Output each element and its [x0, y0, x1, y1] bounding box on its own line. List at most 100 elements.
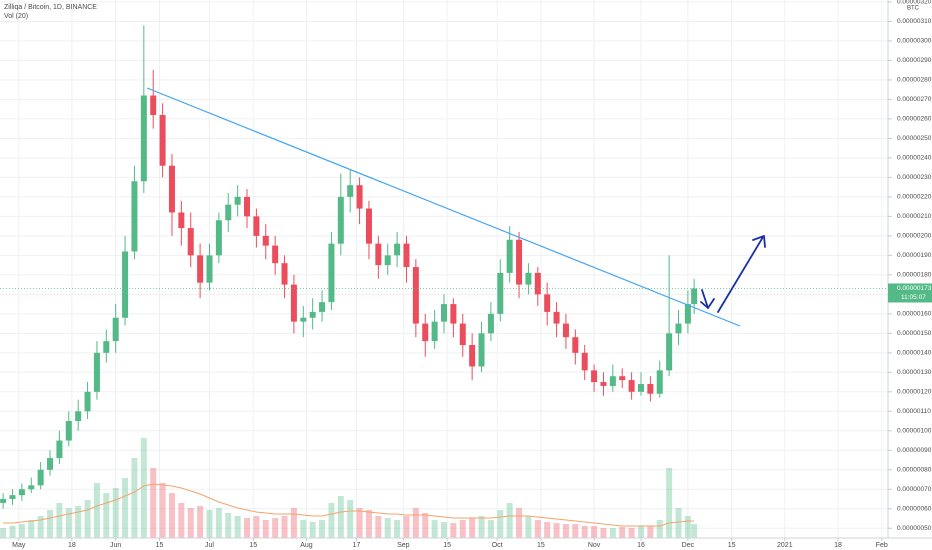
- volume-bar: [206, 510, 213, 538]
- volume-bar: [619, 527, 626, 538]
- y-tick-label: 0.00000320: [897, 0, 932, 6]
- candle-body: [656, 370, 663, 394]
- candle-body: [122, 251, 129, 318]
- x-tick-label: Nov: [588, 542, 601, 549]
- volume-bar: [628, 528, 635, 538]
- candle-body: [684, 304, 691, 324]
- y-tick-label: 0.00000300: [897, 38, 932, 45]
- candle-body: [459, 323, 466, 346]
- volume-bar: [18, 524, 25, 538]
- volume-bar: [103, 493, 110, 538]
- candle-body: [168, 165, 175, 213]
- volume-bar: [272, 518, 279, 538]
- y-tick-label: 0.00000270: [897, 96, 932, 103]
- candle-body: [375, 243, 382, 266]
- candle-body: [262, 235, 269, 246]
- volume-bar: [159, 483, 166, 538]
- volume-bar: [9, 526, 16, 538]
- y-tick-label: 0.00000130: [897, 369, 932, 376]
- candle-body: [244, 196, 251, 217]
- y-tick-label: 0.00000160: [897, 311, 932, 318]
- candle-body: [506, 239, 513, 273]
- volume-bar: [478, 516, 485, 538]
- y-unit: BTC: [907, 6, 920, 12]
- volume-bar: [56, 503, 63, 538]
- candle-body: [403, 243, 410, 268]
- x-tick-label: Jul: [205, 542, 214, 549]
- candle-body: [56, 440, 63, 459]
- volume-bar: [441, 522, 447, 538]
- y-tick-label: 0.00000210: [897, 213, 932, 220]
- candle-body: [178, 212, 185, 229]
- volume-bar: [319, 520, 326, 538]
- y-tick-label: 0.00000080: [897, 466, 932, 473]
- candle-body: [159, 115, 166, 166]
- x-tick-label: Feb: [876, 542, 888, 549]
- candle-body: [450, 304, 457, 324]
- volume-bar: [47, 510, 54, 538]
- volume-bar: [516, 508, 523, 538]
- volume-bar: [684, 516, 691, 538]
- candle-body: [516, 239, 523, 285]
- candle-body: [0, 499, 7, 503]
- volume-bar: [497, 510, 504, 538]
- volume-bar: [131, 458, 138, 538]
- volume-bar: [412, 508, 419, 538]
- volume-bar: [215, 508, 222, 538]
- x-tick-label: May: [12, 542, 26, 549]
- y-tick-label: 0.00000200: [897, 233, 932, 240]
- candle-body: [487, 313, 494, 334]
- y-tick-label: 0.00000190: [897, 252, 932, 259]
- x-tick-label: 18: [68, 542, 76, 549]
- candle-body: [394, 243, 401, 256]
- y-tick-label: 0.00000050: [897, 525, 932, 532]
- x-tick-label: 2021: [777, 542, 793, 549]
- candle-body: [150, 95, 157, 116]
- volume-bar: [394, 520, 401, 538]
- candle-body: [356, 185, 363, 209]
- volume-bar: [459, 520, 466, 538]
- candle-body: [600, 382, 607, 386]
- x-tick-label: 15: [443, 542, 451, 549]
- volume-bar: [65, 508, 72, 538]
- y-tick-label: 0.00000060: [897, 505, 932, 512]
- arrow-up: [717, 235, 766, 313]
- candle-body: [300, 317, 307, 322]
- y-tick-label: 0.00000150: [897, 330, 932, 337]
- candle-body: [637, 384, 644, 392]
- grid: [0, 0, 888, 538]
- arrow-shaft: [717, 236, 764, 313]
- volume-bar: [253, 516, 260, 538]
- candle-body: [84, 391, 91, 412]
- volume-bar: [365, 510, 372, 538]
- arrow-head: [700, 298, 715, 309]
- y-tick-label: 0.00000070: [897, 486, 932, 493]
- volume-title: Vol (20): [4, 13, 28, 20]
- volume-bar: [93, 483, 100, 538]
- candle-body: [441, 304, 447, 322]
- y-tick-label: 0.00000110: [897, 408, 931, 415]
- candle-body: [9, 495, 16, 500]
- candle-body: [553, 311, 560, 324]
- candle-body: [478, 333, 485, 367]
- volume-bar: [637, 526, 644, 538]
- volume-bar: [197, 506, 204, 538]
- y-tick-label: 0.00000100: [897, 428, 932, 435]
- y-tick-label: 0.00000310: [897, 18, 932, 25]
- candle-body: [497, 272, 504, 314]
- volume-bar: [225, 513, 232, 538]
- volume-ma-line: [3, 483, 695, 527]
- last-price-tag: [888, 283, 932, 303]
- candle-body: [112, 317, 119, 342]
- volume-bar: [647, 526, 654, 538]
- volume-bar: [328, 503, 335, 538]
- candle-body: [525, 272, 532, 285]
- volume-bar: [347, 500, 354, 538]
- volume-bar: [262, 520, 269, 538]
- candle-body: [675, 323, 682, 334]
- volume-bar: [553, 523, 560, 538]
- y-tick-label: 0.00000290: [897, 57, 932, 64]
- volume-bar: [112, 488, 119, 538]
- axes: 0.00000050 0.00000060 0.00000070 0.00000080…: [12, 0, 932, 549]
